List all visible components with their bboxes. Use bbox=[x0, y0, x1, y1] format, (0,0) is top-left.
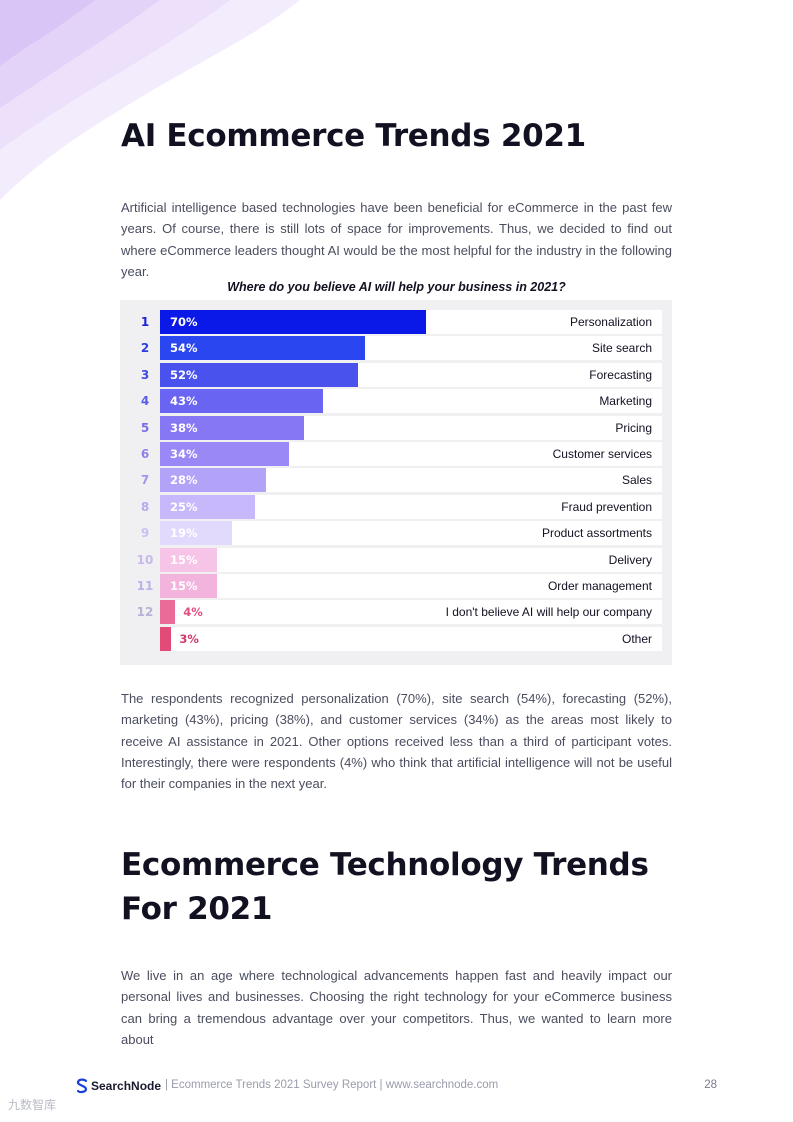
chart-value-label: 28% bbox=[170, 473, 198, 488]
chart-bar bbox=[160, 600, 176, 625]
chart-row: 4 43% Marketing bbox=[120, 388, 672, 414]
chart-row: 8 25% Fraud prevention bbox=[120, 494, 672, 520]
chart-bar-track: 15% Order management bbox=[160, 574, 662, 598]
chart-bar bbox=[160, 574, 217, 598]
section-intro-paragraph-2: We live in an age where technological ad… bbox=[121, 968, 672, 1047]
chart-bar bbox=[160, 468, 267, 493]
chart-row: 2 54% Site search bbox=[120, 335, 672, 361]
chart-row: 11 15% Order management bbox=[120, 573, 672, 599]
chart-category-label: I don't believe AI will help our company bbox=[445, 605, 652, 620]
chart-value-label: 54% bbox=[170, 341, 198, 356]
chart-value-label: 15% bbox=[170, 579, 198, 593]
section-title-ai-trends: AI Ecommerce Trends 2021 bbox=[121, 118, 586, 154]
footer-report-info: | Ecommerce Trends 2021 Survey Report | … bbox=[165, 1079, 499, 1091]
chart-bar bbox=[160, 362, 358, 387]
chart-rank-label: 5 bbox=[140, 420, 150, 435]
chart-value-label: 15% bbox=[170, 552, 198, 567]
chart-bar-track: 52% Forecasting bbox=[160, 362, 662, 387]
chart-bar-track: 28% Sales bbox=[160, 468, 662, 493]
chart-row: 3 52% Forecasting bbox=[120, 362, 672, 388]
section-title-technology-trends: Ecommerce Technology Trends For 2021 bbox=[121, 847, 649, 927]
chart-rank-label: 10 bbox=[136, 552, 154, 567]
chart-category-label: Pricing bbox=[615, 420, 652, 435]
page-number: 28 bbox=[704, 1079, 717, 1091]
chart-rank-label: 1 bbox=[140, 315, 150, 329]
chart-title: Where do you believe AI will help your b… bbox=[227, 280, 566, 294]
chart-value-label: 70% bbox=[170, 315, 198, 329]
chart-bar-track: 38% Pricing bbox=[160, 415, 662, 440]
chart-category-label: Product assortments bbox=[541, 526, 652, 541]
chart-value-label: 3% bbox=[179, 631, 199, 646]
chart-bar-track: 70% Personalization bbox=[160, 310, 662, 334]
footer-brand: SearchNode bbox=[91, 1079, 162, 1093]
watermark-text: 九数智库 bbox=[8, 1098, 57, 1112]
chart-bar bbox=[160, 442, 290, 466]
chart-bar-track: 15% Delivery bbox=[160, 547, 662, 572]
chart-rank-label: 6 bbox=[140, 447, 150, 461]
chart-category-label: Site search bbox=[591, 341, 652, 356]
chart-bar bbox=[160, 310, 426, 334]
chart-category-label: Personalization bbox=[569, 315, 652, 329]
chart-value-label: 25% bbox=[170, 499, 198, 514]
chart-value-label: 4% bbox=[183, 605, 203, 620]
chart-bar bbox=[160, 415, 305, 440]
chart-value-label: 38% bbox=[170, 420, 198, 435]
chart-row: 1 70% Personalization bbox=[120, 309, 672, 335]
chart-rank-label: 8 bbox=[140, 499, 150, 514]
chart-category-label: Forecasting bbox=[589, 367, 652, 382]
chart-bar bbox=[160, 626, 172, 651]
chart-row: 9 19% Product assortments bbox=[120, 520, 672, 546]
chart-bar-track: 34% Customer services bbox=[160, 442, 662, 466]
ai-help-bar-chart: 1 70% Personalization 2 54% Site search 3 52% Fo… bbox=[120, 300, 672, 665]
chart-bar-track: 3% Other bbox=[160, 626, 662, 651]
chart-category-label: Customer services bbox=[552, 447, 652, 461]
chart-rank-label: 3 bbox=[140, 367, 150, 382]
page-footer: SearchNode | Ecommerce Trends 2021 Surve… bbox=[75, 1078, 725, 1096]
chart-bar bbox=[160, 547, 217, 572]
decorative-wave-shape bbox=[0, 0, 300, 200]
chart-rank-label: 4 bbox=[140, 394, 150, 409]
chart-bar bbox=[160, 494, 255, 519]
chart-bar-track: 54% Site search bbox=[160, 336, 662, 361]
chart-bar-track: 19% Product assortments bbox=[160, 521, 662, 546]
section-intro-paragraph: Artificial intelligence based technologi… bbox=[121, 200, 672, 279]
chart-value-label: 43% bbox=[170, 394, 198, 409]
chart-category-label: Sales bbox=[621, 473, 652, 488]
chart-bar bbox=[160, 521, 233, 546]
chart-bar-track: 25% Fraud prevention bbox=[160, 494, 662, 519]
chart-value-label: 19% bbox=[170, 526, 198, 541]
chart-row: 6 34% Customer services bbox=[120, 441, 672, 467]
chart-category-label: Order management bbox=[547, 579, 652, 593]
chart-category-label: Marketing bbox=[599, 394, 652, 409]
chart-bar-track: 4% I don't believe AI will help our compa… bbox=[160, 600, 662, 625]
chart-row: 7 28% Sales bbox=[120, 467, 672, 493]
chart-row: 10 15% Delivery bbox=[120, 547, 672, 573]
searchnode-logo-icon bbox=[76, 1078, 88, 1094]
chart-bar-track: 43% Marketing bbox=[160, 389, 662, 414]
chart-rank-label: 12 bbox=[136, 605, 154, 620]
chart-category-label: Fraud prevention bbox=[561, 499, 652, 514]
chart-value-label: 34% bbox=[170, 447, 198, 461]
chart-rank-label: 9 bbox=[140, 526, 150, 541]
chart-bar bbox=[160, 389, 324, 414]
chart-row: 12 4% I don't believe AI will help our com… bbox=[120, 599, 672, 625]
chart-rank-label: 2 bbox=[140, 341, 150, 356]
chart-value-label: 52% bbox=[170, 367, 198, 382]
chart-row: 3% Other bbox=[120, 626, 672, 652]
chart-row: 5 38% Pricing bbox=[120, 415, 672, 441]
chart-rank-label: 7 bbox=[140, 473, 150, 488]
chart-category-label: Delivery bbox=[608, 552, 652, 567]
chart-bar bbox=[160, 336, 366, 361]
chart-category-label: Other bbox=[621, 631, 652, 646]
chart-summary-paragraph: The respondents recognized personalizati… bbox=[121, 691, 672, 792]
chart-rank-label: 11 bbox=[136, 579, 154, 593]
